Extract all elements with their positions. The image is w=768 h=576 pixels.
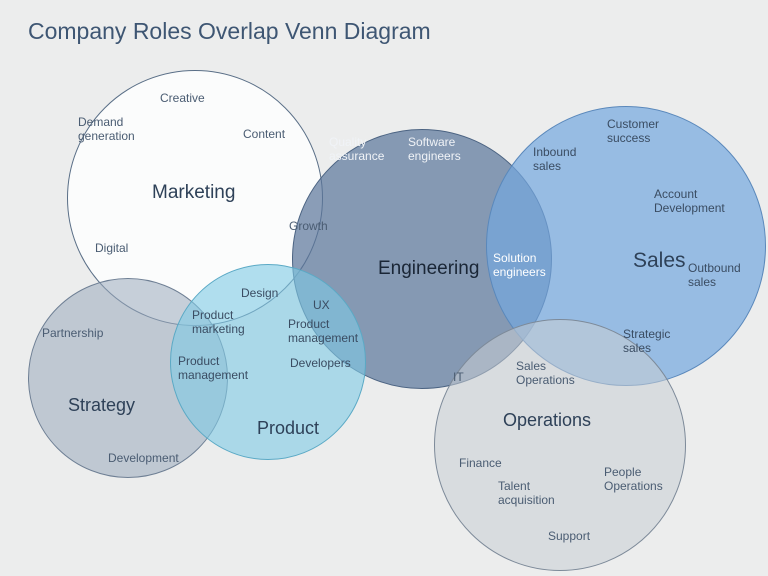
development-label: Development (108, 452, 179, 466)
support-label: Support (548, 530, 590, 544)
talent-acquisition-label: Talent acquisition (498, 480, 555, 508)
demand-generation-label: Demand generation (78, 116, 135, 144)
ux-label: UX (313, 299, 330, 313)
solution-engineers-label: Solution engineers (493, 252, 546, 280)
product-mgmt-right-label: Product management (288, 318, 358, 346)
customer-success-label: Customer success (607, 118, 659, 146)
sales-label: Sales (633, 249, 686, 273)
finance-label: Finance (459, 457, 502, 471)
digital-label: Digital (95, 242, 128, 256)
strategy-label: Strategy (68, 395, 135, 416)
people-operations-label: People Operations (604, 466, 663, 494)
outbound-sales-label: Outbound sales (688, 262, 741, 290)
partnership-label: Partnership (42, 327, 103, 341)
account-development-label: Account Development (654, 188, 725, 216)
product-label: Product (257, 418, 319, 439)
developers-label: Developers (290, 357, 351, 371)
quality-assurance-label: Quality assurance (329, 136, 384, 164)
operations-label: Operations (503, 410, 591, 431)
engineering-label: Engineering (378, 258, 479, 280)
product-marketing-label: Product marketing (192, 309, 245, 337)
growth-label: Growth (289, 220, 328, 234)
product-mgmt-left-label: Product management (178, 355, 248, 383)
diagram-title: Company Roles Overlap Venn Diagram (28, 18, 431, 45)
marketing-label: Marketing (152, 182, 235, 204)
inbound-sales-label: Inbound sales (533, 146, 576, 174)
content-label: Content (243, 128, 285, 142)
creative-label: Creative (160, 92, 205, 106)
software-engineers-label: Software engineers (408, 136, 461, 164)
strategic-sales-label: Strategic sales (623, 328, 670, 356)
it-label: IT (453, 371, 464, 385)
sales-operations-label: Sales Operations (516, 360, 575, 388)
diagram-canvas: Company Roles Overlap Venn Diagram Marke… (0, 0, 768, 576)
design-label: Design (241, 287, 278, 301)
